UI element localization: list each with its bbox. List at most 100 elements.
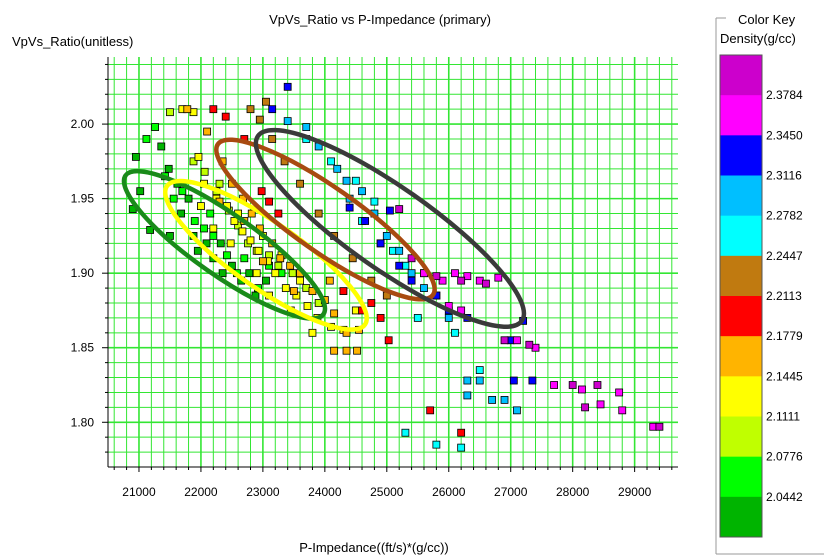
x-tick-label: 25000 xyxy=(370,485,404,499)
color-key-border xyxy=(719,54,763,538)
data-point xyxy=(200,167,209,176)
data-point xyxy=(500,336,509,345)
color-key-label: 2.3784 xyxy=(766,88,803,102)
data-point xyxy=(413,314,422,322)
x-tick-label: 21000 xyxy=(122,485,156,499)
data-point xyxy=(216,239,225,248)
data-point xyxy=(200,224,208,233)
color-key-label: 2.1445 xyxy=(766,369,803,383)
color-key-label: 2.1111 xyxy=(766,410,800,424)
data-point xyxy=(245,269,254,278)
data-point xyxy=(265,197,273,206)
data-point xyxy=(268,105,277,114)
data-point xyxy=(302,123,311,131)
data-point xyxy=(274,209,283,218)
color-key-swatch xyxy=(720,456,762,498)
data-point xyxy=(283,82,292,91)
data-point xyxy=(528,376,537,385)
y-tick-label: 1.95 xyxy=(71,192,95,206)
data-point xyxy=(488,396,497,404)
color-key-swatch xyxy=(720,296,762,337)
data-point xyxy=(254,246,263,255)
data-point xyxy=(226,239,235,248)
color-key-swatch xyxy=(720,255,762,297)
data-point xyxy=(342,346,351,355)
data-point xyxy=(482,279,490,288)
color-key: Color Key Density(g/cc) 2.3784 2.3450 2.3116… xyxy=(715,12,824,555)
data-point xyxy=(146,226,155,234)
data-point xyxy=(258,257,267,266)
plot-area: 21000 22000 23000 24000 25000 26000 27000 28000… xyxy=(71,57,678,499)
color-key-swatch xyxy=(720,55,762,96)
grid xyxy=(108,57,678,468)
data-point xyxy=(382,232,391,240)
data-point xyxy=(444,314,453,322)
data-point xyxy=(314,209,323,218)
data-point xyxy=(367,299,376,307)
x-tick-label: 29000 xyxy=(618,485,652,499)
x-tick-label: 27000 xyxy=(494,485,528,499)
data-point xyxy=(209,232,218,240)
data-point xyxy=(189,157,198,166)
color-key-swatch xyxy=(720,95,762,136)
data-point xyxy=(197,202,205,210)
data-point xyxy=(327,157,335,166)
color-key-subtitle: Density(g/cc) xyxy=(720,31,796,46)
data-point xyxy=(451,269,459,278)
color-key-label: 2.2113 xyxy=(766,289,802,303)
chart-title: VpVs_Ratio vs P-Impedance (primary) xyxy=(269,12,491,27)
data-point xyxy=(457,443,466,452)
data-point xyxy=(361,217,370,225)
color-key-swatch xyxy=(720,416,762,458)
y-tick-label: 1.90 xyxy=(71,266,95,280)
color-key-label: 2.2782 xyxy=(766,209,803,223)
color-key-title: Color Key xyxy=(738,12,796,27)
x-tick-label: 23000 xyxy=(246,485,280,499)
color-key-label: 2.0442 xyxy=(766,490,803,504)
data-point xyxy=(353,346,361,355)
data-point xyxy=(463,391,472,400)
data-point xyxy=(407,269,416,278)
color-key-swatch xyxy=(720,496,762,538)
data-point xyxy=(407,276,416,285)
data-point xyxy=(246,105,255,114)
data-point xyxy=(395,261,404,270)
data-point xyxy=(451,328,459,337)
y-tick-label: 1.80 xyxy=(71,415,95,429)
data-point xyxy=(342,176,351,185)
data-point xyxy=(238,227,247,236)
data-point xyxy=(131,152,140,161)
data-point xyxy=(276,254,285,263)
data-point xyxy=(230,217,239,225)
data-point xyxy=(164,164,173,173)
data-point xyxy=(142,135,151,143)
data-point xyxy=(209,105,218,114)
data-point xyxy=(166,108,174,117)
data-point xyxy=(330,346,339,355)
data-point xyxy=(333,164,342,173)
data-point xyxy=(183,105,192,114)
color-key-label: 2.3450 xyxy=(766,128,803,142)
data-point xyxy=(463,376,472,385)
data-point xyxy=(339,287,348,295)
data-point xyxy=(194,152,203,161)
color-key-swatch xyxy=(720,135,762,176)
data-point xyxy=(268,135,277,143)
ellipse-overlays xyxy=(121,127,527,332)
data-point xyxy=(615,388,624,397)
data-point xyxy=(463,272,472,281)
data-point xyxy=(246,236,255,245)
data-point xyxy=(432,440,441,449)
x-axis-label: P-Impedance((ft/s)*(g/cc)) xyxy=(299,540,449,555)
data-point xyxy=(500,396,509,404)
data-point xyxy=(578,385,586,394)
data-point xyxy=(303,302,312,310)
data-point xyxy=(475,376,484,385)
data-point xyxy=(209,224,218,233)
data-point xyxy=(513,406,521,415)
data-point xyxy=(151,123,159,131)
data-point xyxy=(274,261,283,270)
color-key-label: 2.0776 xyxy=(766,450,803,464)
data-point xyxy=(420,284,428,292)
data-point xyxy=(596,400,605,409)
